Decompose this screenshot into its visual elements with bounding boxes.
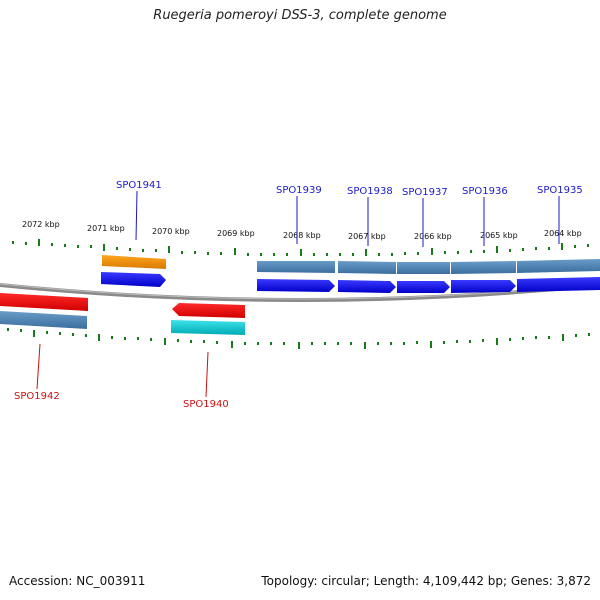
gene-spo1939-arrow [257,279,335,292]
forward-cds-band [257,259,600,274]
accession-text: Accession: NC_003911 [9,574,146,588]
gene-label-spo1941[interactable]: SPO1941 [116,180,162,191]
leader-spo1940 [205,351,209,398]
leader-spo1942 [36,343,41,390]
gene-spo1936-arrow [451,280,516,293]
kbp-label-2067: 2067 kbp [348,232,386,241]
kbp-label-2071: 2071 kbp [87,224,125,233]
reverse-tick-row [7,328,590,349]
gene-spo1939[interactable] [257,279,335,292]
gene-spo1942-band [0,311,87,329]
genome-backbone [0,283,600,302]
gene-spo1935-arrow [517,277,600,292]
genome-backbone-highlight [0,283,600,300]
leader-spo1941 [135,190,138,241]
gene-spo1937[interactable] [397,281,450,293]
genome-summary-text: Topology: circular; Length: 4,109,442 bp… [261,574,591,588]
gene-spo1940-rna-bar [171,320,245,335]
map-title: Ruegeria pomeroyi DSS-3, complete genome [153,8,447,23]
forward-tick-row [12,239,589,256]
gene-spo1938-arrow [338,280,396,293]
kbp-label-2070: 2070 kbp [152,227,190,236]
gene-spo1940[interactable] [171,303,245,335]
gene-label-spo1935[interactable]: SPO1935 [537,185,583,196]
gene-spo1937-arrow [397,281,450,293]
gene-spo1942[interactable] [0,293,88,329]
gene-label-spo1936[interactable]: SPO1936 [462,186,508,197]
gene-spo1935[interactable] [517,277,600,292]
kbp-label-2072: 2072 kbp [22,220,60,229]
kbp-label-2065: 2065 kbp [480,231,518,240]
gene-spo1941-rna-bar [102,255,166,269]
gene-label-spo1942[interactable]: SPO1942 [14,391,60,402]
gene-label-spo1937[interactable]: SPO1937 [402,187,448,198]
gene-spo1942-arrow [0,293,88,311]
gene-spo1941[interactable] [101,255,166,287]
gene-spo1941-arrow [101,272,166,287]
kbp-label-2068: 2068 kbp [283,231,321,240]
gene-label-spo1939[interactable]: SPO1939 [276,185,322,196]
gene-spo1938[interactable] [338,280,396,293]
gene-spo1940-arrow [172,303,245,318]
gene-label-spo1940[interactable]: SPO1940 [183,399,229,410]
kbp-label-2069: 2069 kbp [217,229,255,238]
gene-spo1936[interactable] [451,280,516,293]
kbp-label-2064: 2064 kbp [544,229,582,238]
kbp-label-2066: 2066 kbp [414,232,452,241]
gene-label-spo1938[interactable]: SPO1938 [347,186,393,197]
